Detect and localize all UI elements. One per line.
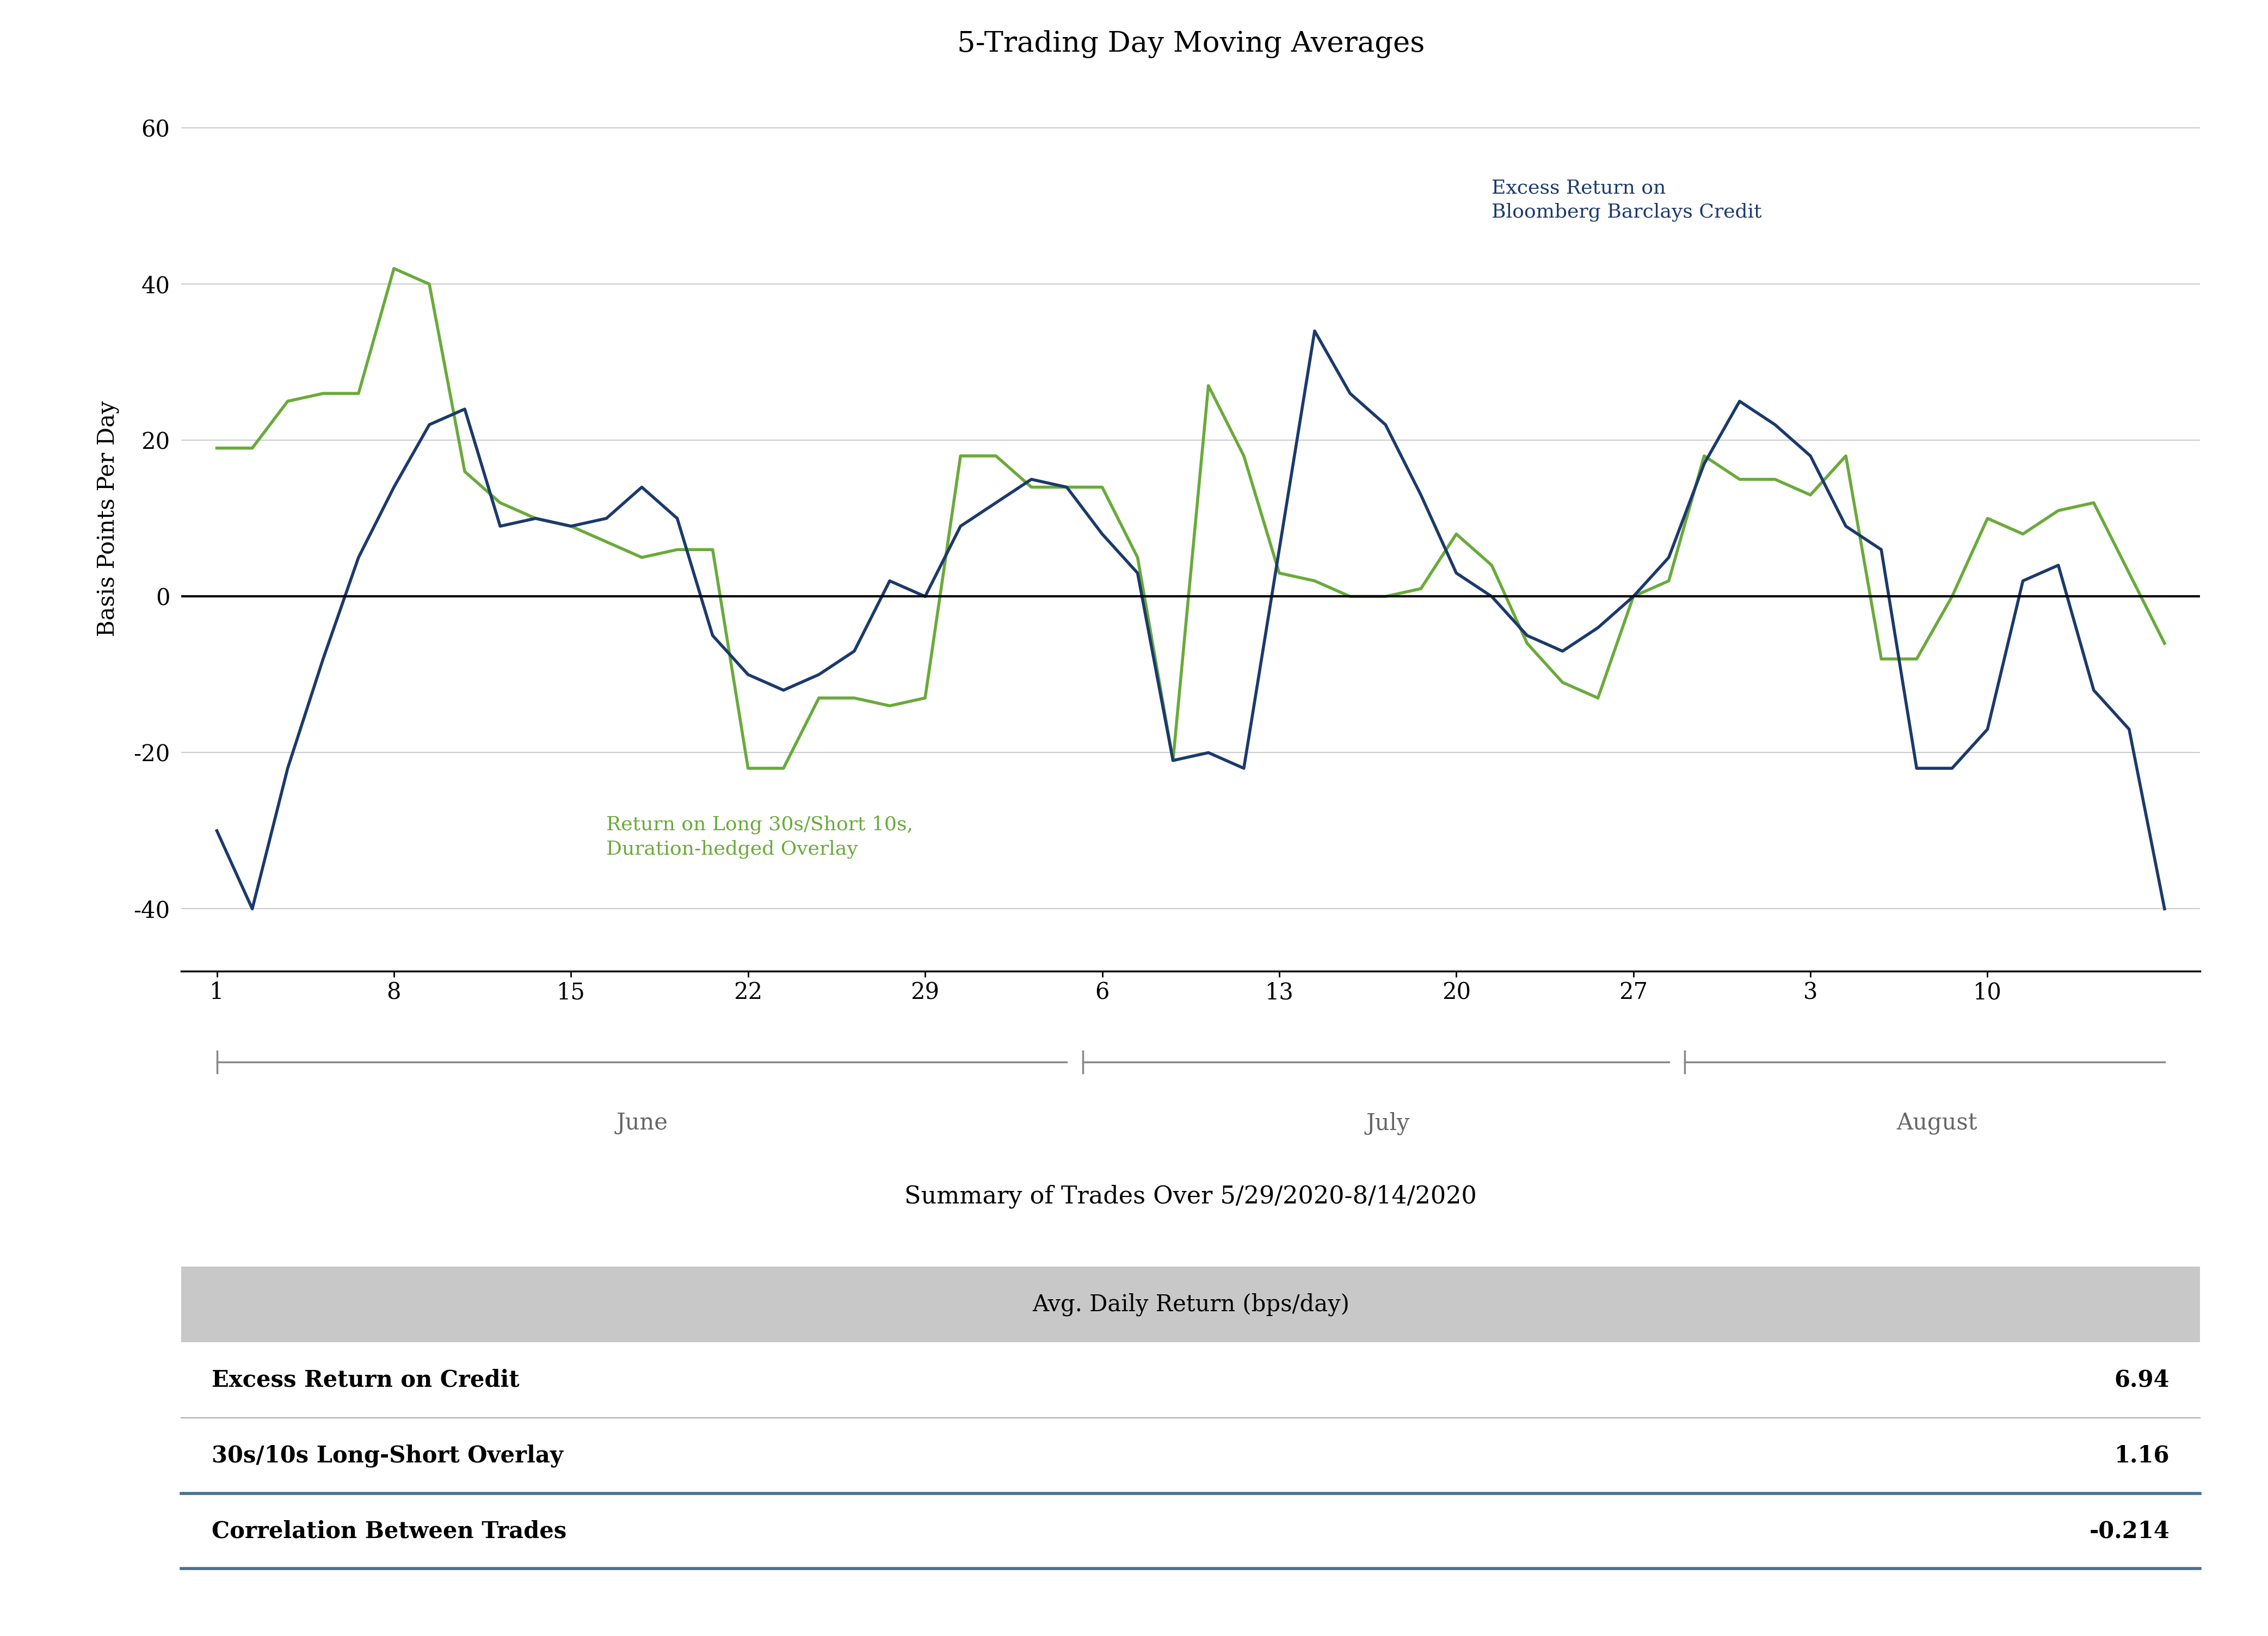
Text: 30s/10s Long-Short Overlay: 30s/10s Long-Short Overlay (211, 1445, 562, 1467)
Text: June: June (617, 1112, 667, 1135)
Text: Excess Return on
Bloomberg Barclays Credit: Excess Return on Bloomberg Barclays Cred… (1492, 178, 1762, 221)
Text: Excess Return on Credit: Excess Return on Credit (211, 1369, 519, 1392)
Text: 6.94: 6.94 (2114, 1369, 2170, 1392)
Text: July: July (1365, 1112, 1411, 1135)
Text: Correlation Between Trades: Correlation Between Trades (211, 1520, 567, 1543)
Text: Return on Long 30s/Short 10s,
Duration-hedged Overlay: Return on Long 30s/Short 10s, Duration-h… (606, 815, 914, 859)
Title: 5-Trading Day Moving Averages: 5-Trading Day Moving Averages (957, 31, 1424, 59)
Text: August: August (1896, 1112, 1978, 1135)
Text: Summary of Trades Over 5/29/2020-8/14/2020: Summary of Trades Over 5/29/2020-8/14/20… (905, 1184, 1476, 1209)
Y-axis label: Basis Points Per Day: Basis Points Per Day (98, 401, 120, 636)
Text: Avg. Daily Return (bps/day): Avg. Daily Return (bps/day) (1032, 1292, 1349, 1315)
Text: 1.16: 1.16 (2114, 1445, 2170, 1467)
FancyBboxPatch shape (181, 1266, 2200, 1342)
Text: -0.214: -0.214 (2089, 1520, 2170, 1543)
